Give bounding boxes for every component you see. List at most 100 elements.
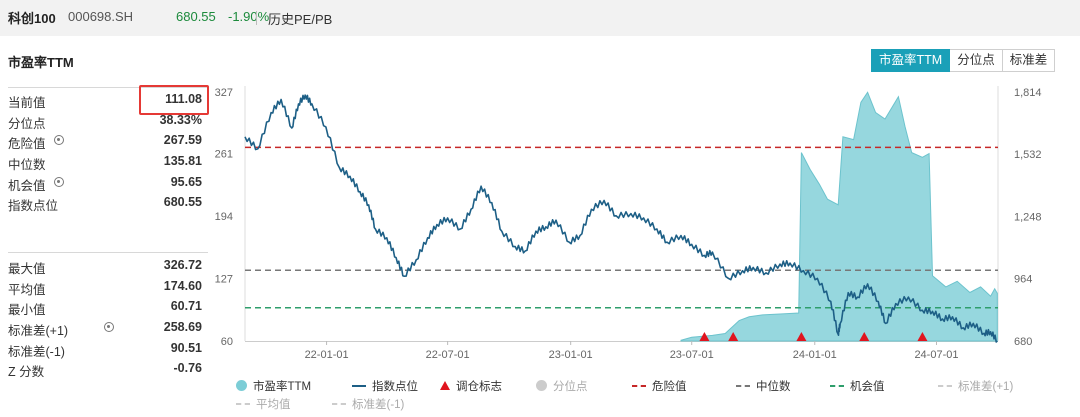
legend-symbol-icon: [736, 385, 750, 387]
legend-item[interactable]: 市盈率TTM: [236, 378, 311, 394]
toggle-option[interactable]: 分位点: [950, 49, 1003, 72]
stat-value: 135.81: [163, 154, 202, 169]
left-tick-label: 327: [215, 87, 233, 99]
stat-row: Z 分数 -0.76: [8, 358, 208, 379]
left-tick-label: 60: [221, 336, 233, 348]
pe-area-series: [680, 91, 998, 342]
stat-row: 指数点位 680.55: [8, 192, 208, 213]
reference-lines: [245, 146, 998, 309]
header-divider: [256, 11, 257, 25]
stat-label: 平均值: [8, 282, 46, 297]
stat-label: 标准差(+1): [8, 324, 69, 339]
stat-value: 258.69: [163, 320, 202, 335]
legend-label: 机会值: [850, 381, 885, 393]
top-bar: 科创100 000698.SH 680.55 -1.90% 历史PE/PB: [0, 0, 1080, 36]
stat-row: 最小值 60.71: [8, 296, 208, 317]
stat-row: 标准差(+1) 258.69: [8, 317, 208, 338]
index-line-layer: [244, 94, 998, 343]
legend-symbol-icon: [352, 385, 366, 387]
toggle-option[interactable]: 市盈率TTM: [871, 49, 951, 72]
stat-label: 当前值: [8, 96, 46, 110]
legend-item[interactable]: 中位数: [736, 378, 791, 394]
stats-divider-top: [8, 87, 208, 88]
stat-value: -0.76: [173, 361, 203, 376]
stat-row: 标准差(-1) 90.51: [8, 338, 208, 359]
stat-label: 危险值: [8, 137, 46, 152]
rebalance-markers: [699, 332, 928, 341]
stat-row: 平均值 174.60: [8, 276, 208, 297]
stat-label: 最大值: [8, 262, 46, 276]
pe-area-layer: [680, 91, 998, 342]
stat-value: 38.33%: [159, 112, 202, 127]
panel-title: 市盈率TTM: [8, 55, 74, 70]
x-tick-label: 23-07-01: [670, 349, 714, 361]
rebalance-marker: [728, 332, 739, 341]
stat-value: 267.59: [163, 133, 202, 148]
stat-value: 174.60: [163, 278, 202, 293]
index-code: 000698.SH: [68, 9, 134, 24]
left-tick-label: 194: [215, 211, 233, 223]
stats-top: 当前值 111.08 分位点 38.33% 危险值 267.59 中位数 135.81 机会值 9…: [8, 89, 208, 213]
stat-row: 中位数 135.81: [8, 151, 208, 172]
rebalance-marker: [859, 332, 870, 341]
x-tick-label: 23-01-01: [549, 349, 593, 361]
legend-symbol-icon: [236, 403, 250, 405]
index-name: 科创100: [8, 11, 56, 26]
stat-value: 326.72: [163, 258, 202, 272]
index-change: -1.90%: [228, 9, 270, 24]
right-tick-label: 680: [1014, 336, 1032, 348]
left-tick-label: 127: [215, 274, 233, 286]
legend-item[interactable]: 平均值: [236, 396, 291, 412]
legend-item[interactable]: 标准差(+1): [938, 378, 1013, 394]
x-tick-label: 24-01-01: [793, 349, 837, 361]
index-price: 680.55: [176, 9, 216, 24]
stat-row: 当前值 111.08: [8, 89, 208, 110]
section-title[interactable]: 历史PE/PB: [268, 12, 333, 27]
stat-label: 标准差(-1): [8, 344, 65, 359]
metric-toggle: 市盈率TTM 分位点 标准差: [871, 49, 1056, 72]
stat-value: 95.65: [170, 174, 202, 189]
gear-icon[interactable]: [53, 135, 64, 146]
x-tick-label: 22-07-01: [426, 349, 470, 361]
rebalance-marker: [699, 332, 710, 341]
right-tick-label: 1,814: [1014, 87, 1042, 99]
index-series-line: [244, 94, 998, 343]
gear-icon[interactable]: [103, 322, 114, 333]
stat-value: 90.51: [170, 340, 202, 355]
legend-label: 中位数: [756, 381, 791, 393]
chart-axes: 60 127 194 261 327 680 964 1,248 1,532 1,814 22-01…: [215, 87, 1042, 361]
legend-label: 危险值: [652, 381, 687, 393]
legend-label: 分位点: [553, 381, 588, 393]
legend-item[interactable]: 危险值: [632, 378, 687, 394]
legend-item[interactable]: 标准差(-1): [332, 396, 404, 412]
stat-label: 指数点位: [8, 199, 59, 214]
legend-item[interactable]: 调仓标志: [440, 378, 502, 394]
legend-symbol-icon: [440, 381, 450, 390]
legend-label: 平均值: [256, 399, 291, 411]
legend-symbol-icon: [938, 385, 952, 387]
stat-label: 中位数: [8, 158, 46, 173]
legend-symbol-icon: [632, 385, 646, 387]
legend-item[interactable]: 分位点: [536, 378, 588, 394]
legend-label: 标准差(+1): [958, 381, 1014, 393]
stat-label: 分位点: [8, 116, 46, 131]
x-tick-label: 22-01-01: [305, 349, 349, 361]
stat-label: 最小值: [8, 303, 46, 318]
stat-row: 最大值 326.72: [8, 255, 208, 276]
legend-label: 市盈率TTM: [253, 381, 312, 393]
legend-symbol-icon: [236, 380, 247, 391]
stat-label: 机会值: [8, 178, 46, 193]
legend-label: 标准差(-1): [352, 399, 405, 411]
gear-icon[interactable]: [53, 176, 64, 187]
rebalance-marker: [917, 332, 928, 341]
legend-label: 指数点位: [372, 381, 418, 393]
stat-value: 111.08: [165, 92, 202, 106]
legend-item[interactable]: 机会值: [830, 378, 885, 394]
legend-symbol-icon: [332, 403, 346, 405]
stat-value: 680.55: [163, 195, 202, 210]
legend-item[interactable]: 指数点位: [352, 378, 418, 394]
toggle-option[interactable]: 标准差: [1002, 49, 1056, 72]
legend-label: 调仓标志: [456, 381, 502, 393]
stat-label: Z 分数: [8, 365, 45, 380]
right-tick-label: 1,532: [1014, 149, 1042, 161]
